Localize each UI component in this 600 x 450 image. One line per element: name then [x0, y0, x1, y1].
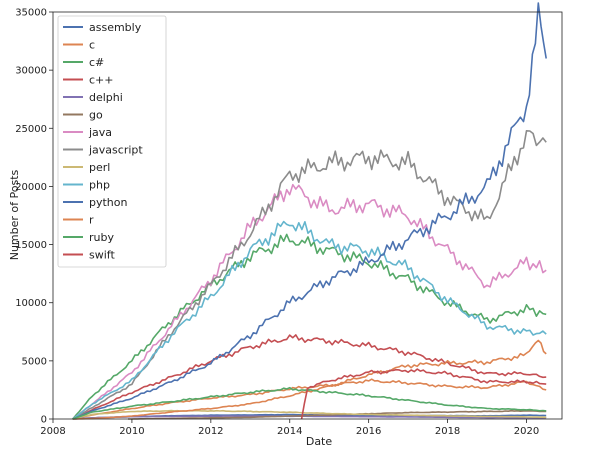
legend-box [57, 15, 167, 268]
legend-label-javascript: javascript [88, 144, 143, 157]
series-lines [72, 2, 547, 420]
series-line-python [72, 2, 547, 420]
legend-label-c++: c++ [89, 74, 113, 87]
legend-label-delphi: delphi [89, 91, 123, 104]
legend-label-assembly: assembly [89, 21, 142, 34]
x-tick-label: 2016 [356, 426, 381, 437]
series-line-r [72, 339, 547, 420]
legend-label-swift: swift [89, 249, 115, 262]
legend-label-php: php [89, 179, 110, 192]
y-tick-label: 20000 [15, 182, 47, 193]
y-axis-title: Number of Posts [8, 169, 21, 260]
x-tick-label: 2008 [40, 426, 65, 437]
y-axis: 0 5000 10000 15000 20000 25000 30000 35000 [15, 8, 53, 426]
legend-label-perl: perl [89, 161, 110, 174]
legend-label-c#: c# [89, 56, 104, 69]
x-axis-title: Date [306, 435, 333, 448]
x-axis: 2008 2010 2012 2014 2016 2018 2020 [40, 419, 539, 437]
y-tick-label: 15000 [15, 240, 47, 251]
series-line-c++ [72, 334, 547, 420]
legend-label-go: go [89, 109, 103, 122]
legend-label-python: python [89, 196, 128, 209]
series-line-perl [72, 409, 547, 420]
y-tick-label: 5000 [22, 356, 47, 367]
legend-label-java: java [88, 126, 112, 139]
y-tick-label: 30000 [15, 66, 47, 77]
series-line-java [72, 183, 547, 420]
series-line-ruby [72, 386, 547, 420]
x-tick-label: 2020 [514, 426, 539, 437]
plot-frame [52, 11, 563, 420]
y-tick-label: 35000 [15, 8, 47, 19]
y-tick-label: 25000 [15, 124, 47, 135]
series-line-php [72, 220, 547, 420]
legend-label-r: r [89, 214, 94, 227]
x-tick-label: 2014 [277, 426, 302, 437]
series-line-c# [72, 233, 547, 420]
legend-label-ruby: ruby [89, 231, 114, 244]
series-line-go [128, 409, 547, 420]
x-tick-label: 2012 [198, 426, 223, 437]
x-tick-label: 2010 [119, 426, 144, 437]
y-tick-label: 0 [41, 415, 47, 426]
y-tick-label: 10000 [15, 298, 47, 309]
series-line-swift [300, 368, 547, 420]
series-line-javascript [72, 130, 547, 420]
legend-label-c: c [89, 39, 95, 52]
legend: assembly c c# c++ delphi go java javascript perl… [57, 15, 167, 268]
x-tick-label: 2018 [435, 426, 460, 437]
